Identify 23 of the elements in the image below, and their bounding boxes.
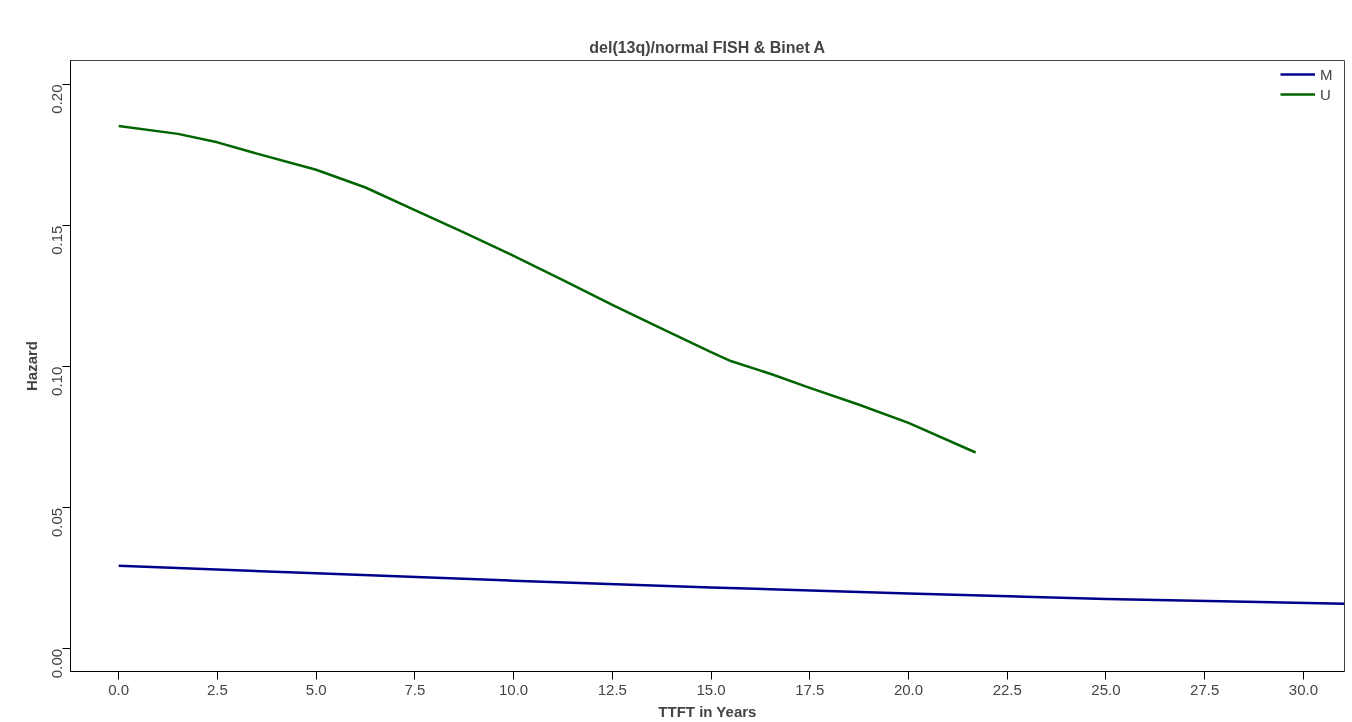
x-tick-label: 30.0	[1288, 680, 1319, 698]
x-tick-label: 27.5	[1190, 680, 1220, 698]
chart-title: del(13q)/normal FISH & Binet A	[589, 38, 826, 56]
x-tick-label: 17.5	[795, 680, 825, 698]
x-tick-label: 12.5	[597, 680, 627, 698]
x-tick-label: 2.5	[206, 680, 228, 698]
y-tick-label: 0.05	[48, 507, 66, 538]
x-axis-title: TTFT in Years	[658, 702, 757, 720]
legend-label: U	[1320, 85, 1332, 103]
x-tick-label: 7.5	[404, 680, 426, 698]
x-tick-label: 22.5	[992, 680, 1022, 698]
x-tick-label: 20.0	[893, 680, 924, 698]
x-tick-label: 0.0	[108, 680, 130, 698]
x-tick-label: 15.0	[696, 680, 726, 698]
x-tick-label: 5.0	[305, 680, 327, 698]
y-axis-title: Hazard	[22, 340, 40, 392]
x-tick-label: 10.0	[499, 680, 529, 698]
legend-label: M	[1320, 65, 1334, 83]
y-tick-label: 0.10	[48, 366, 66, 396]
y-tick-label: 0.00	[48, 648, 66, 679]
y-tick-label: 0.15	[48, 225, 66, 255]
x-tick-label: 25.0	[1091, 680, 1121, 698]
y-tick-label: 0.20	[48, 84, 66, 114]
